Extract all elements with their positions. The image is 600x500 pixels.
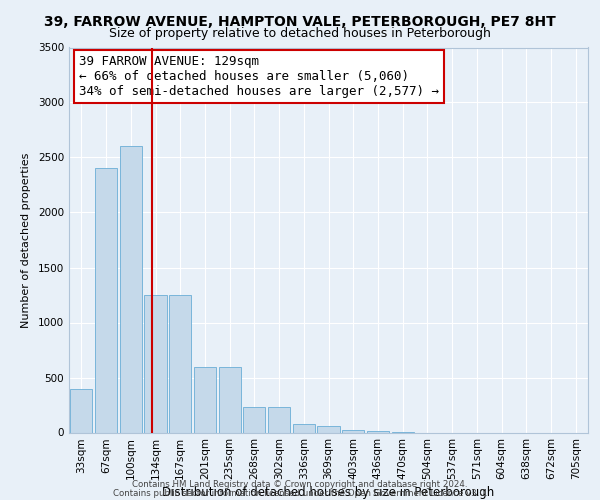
Text: Size of property relative to detached houses in Peterborough: Size of property relative to detached ho… bbox=[109, 28, 491, 40]
Bar bbox=[243, 407, 265, 432]
Text: 39, FARROW AVENUE, HAMPTON VALE, PETERBOROUGH, PE7 8HT: 39, FARROW AVENUE, HAMPTON VALE, PETERBO… bbox=[44, 15, 556, 29]
Bar bbox=[342, 430, 364, 432]
X-axis label: Distribution of detached houses by size in Peterborough: Distribution of detached houses by size … bbox=[163, 486, 494, 500]
Y-axis label: Number of detached properties: Number of detached properties bbox=[21, 152, 31, 328]
Text: Contains HM Land Registry data © Crown copyright and database right 2024.: Contains HM Land Registry data © Crown c… bbox=[132, 480, 468, 489]
Bar bbox=[70, 388, 92, 432]
Bar bbox=[194, 366, 216, 432]
Bar bbox=[218, 366, 241, 432]
Bar bbox=[317, 426, 340, 432]
Bar bbox=[119, 146, 142, 433]
Bar bbox=[268, 407, 290, 432]
Bar bbox=[169, 295, 191, 432]
Bar bbox=[95, 168, 117, 432]
Bar bbox=[293, 424, 315, 432]
Text: Contains public sector information licensed under the Open Government Licence v3: Contains public sector information licen… bbox=[113, 488, 487, 498]
Text: 39 FARROW AVENUE: 129sqm
← 66% of detached houses are smaller (5,060)
34% of sem: 39 FARROW AVENUE: 129sqm ← 66% of detach… bbox=[79, 55, 439, 98]
Bar bbox=[145, 295, 167, 432]
